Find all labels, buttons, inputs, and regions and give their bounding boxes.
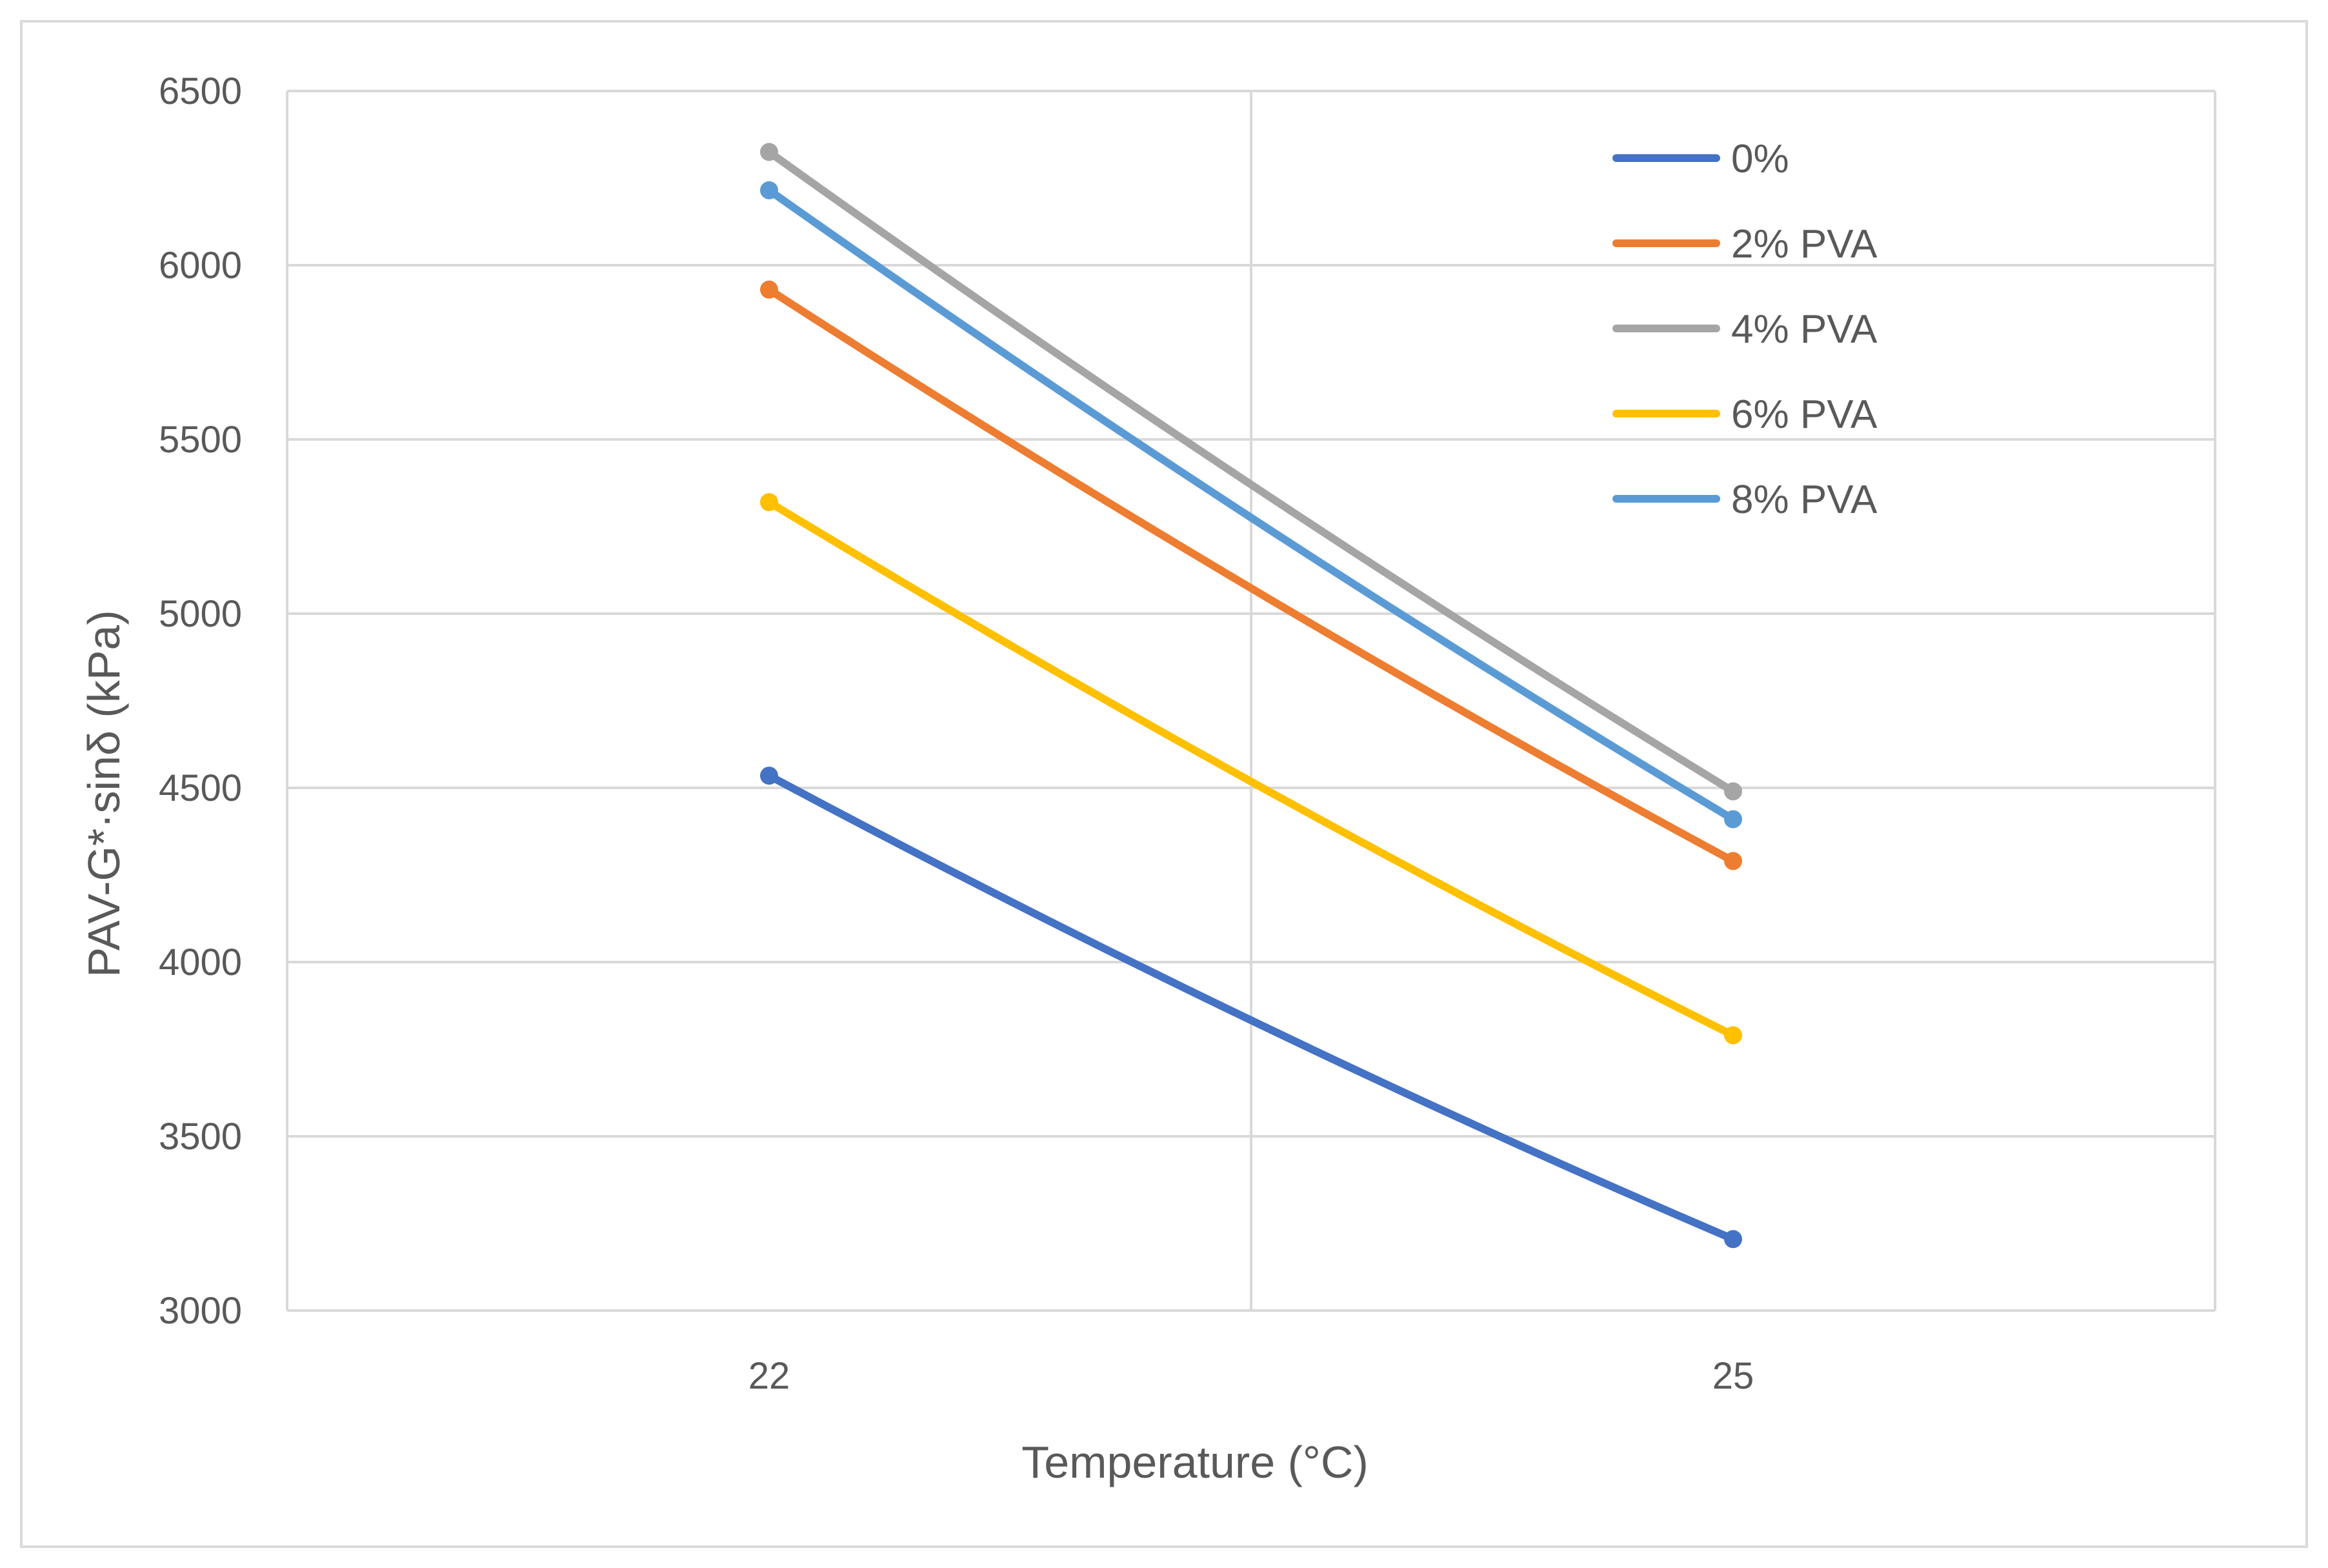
series-markers xyxy=(760,143,1742,1249)
y-axis-title: PAV-G*·sinδ (kPa) xyxy=(79,610,129,977)
data-point xyxy=(1724,1026,1742,1045)
series-line xyxy=(765,186,1737,823)
data-point xyxy=(1724,1230,1742,1249)
legend-label: 4% PVA xyxy=(1731,307,1878,352)
series-lines xyxy=(765,148,1737,1243)
y-tick-label: 5000 xyxy=(159,593,242,635)
legend-label: 6% PVA xyxy=(1731,392,1878,437)
y-tick-label: 5500 xyxy=(159,419,242,461)
legend-label: 0% xyxy=(1731,137,1789,181)
x-tick-label: 22 xyxy=(748,1355,790,1397)
chart-border xyxy=(20,20,2308,1548)
data-point xyxy=(760,181,778,199)
y-axis-tick-labels: 3000 3500 4000 4500 5000 5500 6000 6500 xyxy=(159,70,242,1332)
y-tick-label: 4500 xyxy=(159,767,242,809)
y-tick-label: 6000 xyxy=(159,245,242,286)
data-point xyxy=(1724,852,1742,870)
x-tick-label: 25 xyxy=(1712,1355,1754,1397)
data-point xyxy=(760,767,778,785)
series-line xyxy=(765,148,1737,796)
y-tick-label: 4000 xyxy=(159,941,242,983)
data-point xyxy=(1724,782,1742,801)
series-line xyxy=(765,285,1737,865)
legend: 0% 2% PVA 4% PVA 6% PVA 8% PVA xyxy=(1612,137,1878,522)
series-line xyxy=(765,772,1737,1243)
y-tick-label: 3000 xyxy=(159,1290,242,1332)
data-point xyxy=(760,143,778,161)
y-tick-label: 3500 xyxy=(159,1116,242,1158)
gridlines xyxy=(286,90,2216,1312)
series-line xyxy=(765,498,1737,1040)
legend-label: 8% PVA xyxy=(1731,477,1878,522)
x-axis-title: Temperature (°C) xyxy=(1021,1437,1369,1487)
data-point xyxy=(760,280,778,299)
y-tick-label: 6500 xyxy=(159,70,242,112)
data-point xyxy=(1724,810,1742,829)
legend-label: 2% PVA xyxy=(1731,222,1878,266)
data-point xyxy=(760,493,778,512)
x-axis-tick-labels: 22 25 xyxy=(748,1355,1754,1397)
